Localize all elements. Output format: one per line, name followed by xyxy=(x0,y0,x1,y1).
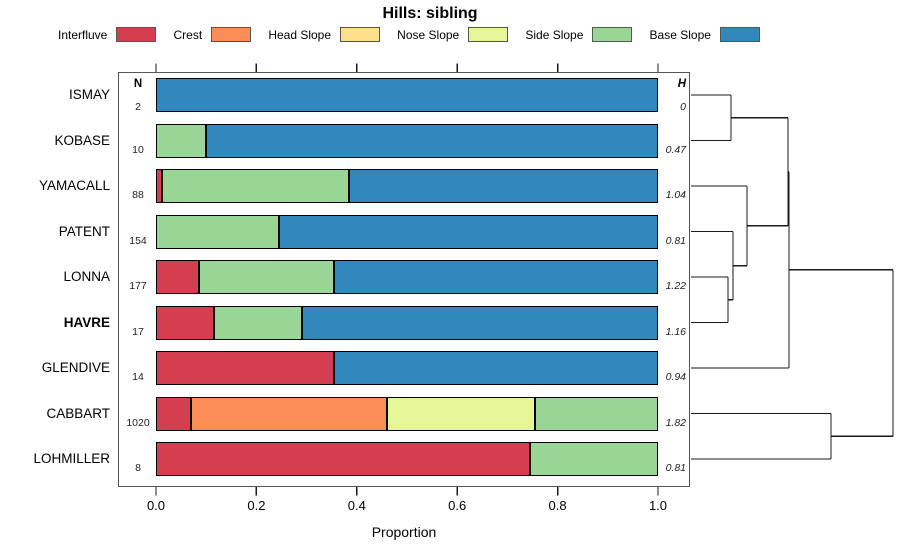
x-axis-tick-label: 1.0 xyxy=(649,498,667,513)
h-value-glendive: 0.94 xyxy=(665,371,686,383)
x-axis-tick-label: 0.2 xyxy=(247,498,265,513)
stacked-bar-havre xyxy=(156,305,658,340)
stacked-bar-lohmiller xyxy=(156,442,658,476)
chart-title: Hills: sibling xyxy=(382,5,478,22)
legend-item-base-slope: Base Slope xyxy=(650,27,760,42)
legend-item-head-slope: Head Slope xyxy=(268,27,381,42)
row-label-cabbart: CABBART xyxy=(46,405,110,421)
legend-item-side-slope: Side Slope xyxy=(525,27,633,42)
legend-swatch xyxy=(340,27,381,42)
row-label-ismay: ISMAY xyxy=(68,87,110,102)
bar-segment-side-slope xyxy=(162,169,350,203)
stacked-bar-glendive xyxy=(156,351,658,385)
row-label-lonna: LONNA xyxy=(63,269,110,284)
bar-segment-interfluve xyxy=(156,396,192,431)
n-value-patent: 154 xyxy=(129,234,147,247)
stacked-bar-patent xyxy=(156,214,658,249)
legend-item-interfluve: Interfluve xyxy=(58,27,157,42)
stacked-bar-yamacall xyxy=(156,169,658,203)
bar-segment-crest xyxy=(191,396,387,431)
x-axis-tick-label: 0.4 xyxy=(348,498,366,513)
x-axis-tick-label: 0.6 xyxy=(448,498,466,513)
legend: Interfluve Crest Head Slope Nose Slope Side … xyxy=(58,27,760,42)
legend-label: Crest xyxy=(173,27,203,42)
n-value-glendive: 14 xyxy=(132,371,144,383)
n-value-cabbart: 1020 xyxy=(126,416,150,429)
h-value-patent: 0.81 xyxy=(665,234,686,247)
legend-swatch xyxy=(468,27,509,42)
n-value-ismay: 2 xyxy=(135,101,141,113)
bar-segment-base-slope xyxy=(334,351,658,385)
bar-segment-base-slope xyxy=(206,123,658,158)
legend-swatch xyxy=(719,27,760,42)
x-axis-title: Proportion xyxy=(372,524,437,540)
h-value-lohmiller: 0.81 xyxy=(665,462,686,474)
legend-label: Head Slope xyxy=(268,27,332,42)
bar-segment-interfluve xyxy=(156,305,214,340)
bar-segment-interfluve xyxy=(156,169,163,203)
stacked-bar-ismay xyxy=(156,78,658,112)
legend-swatch xyxy=(211,27,252,42)
bar-segment-side-slope xyxy=(156,123,207,158)
h-value-havre: 1.16 xyxy=(665,325,686,338)
stacked-bar-kobase xyxy=(156,123,658,158)
n-column-header: N xyxy=(133,78,143,90)
n-value-havre: 17 xyxy=(132,325,144,338)
row-label-lohmiller: LOHMILLER xyxy=(33,451,110,466)
bar-segment-base-slope xyxy=(301,305,658,340)
h-value-lonna: 1.22 xyxy=(665,280,686,292)
bar-segment-base-slope xyxy=(349,169,658,203)
legend-label: Base Slope xyxy=(649,27,711,42)
n-value-lohmiller: 8 xyxy=(135,462,141,474)
x-axis-tick-label: 0.0 xyxy=(147,498,165,513)
plot-area-frame xyxy=(118,72,690,487)
bar-segment-side-slope xyxy=(529,442,658,476)
legend-label: Side Slope xyxy=(525,27,584,42)
bar-segment-side-slope xyxy=(534,396,658,431)
row-label-patent: PATENT xyxy=(58,223,110,239)
row-label-glendive: GLENDIVE xyxy=(41,360,110,375)
h-value-yamacall: 1.04 xyxy=(665,189,686,201)
legend-item-nose-slope: Nose Slope xyxy=(397,27,509,42)
bar-segment-base-slope xyxy=(334,260,658,294)
row-label-havre: HAVRE xyxy=(63,314,110,330)
legend-swatch xyxy=(116,27,157,42)
bar-segment-base-slope xyxy=(156,78,658,112)
legend-label: Interfluve xyxy=(58,27,108,42)
row-label-yamacall: YAMACALL xyxy=(38,178,110,193)
n-value-lonna: 177 xyxy=(129,280,147,292)
bar-segment-nose-slope xyxy=(386,396,535,431)
bar-segment-side-slope xyxy=(213,305,302,340)
bar-segment-interfluve xyxy=(156,351,335,385)
h-value-ismay: 0 xyxy=(680,101,686,113)
legend-label: Nose Slope xyxy=(397,27,460,42)
bar-segment-side-slope xyxy=(156,214,279,249)
legend-item-crest: Crest xyxy=(174,27,252,42)
x-axis-tick-label: 0.8 xyxy=(549,498,567,513)
h-value-cabbart: 1.82 xyxy=(665,416,686,429)
stacked-bar-lonna xyxy=(156,260,658,294)
h-column-header: H xyxy=(677,78,686,90)
bar-segment-base-slope xyxy=(278,214,658,249)
bar-segment-interfluve xyxy=(156,442,530,476)
bar-segment-side-slope xyxy=(198,260,335,294)
n-value-kobase: 10 xyxy=(132,143,144,156)
bar-segment-interfluve xyxy=(156,260,199,294)
h-value-kobase: 0.47 xyxy=(665,143,686,156)
legend-swatch xyxy=(592,27,633,42)
stacked-bar-cabbart xyxy=(156,396,658,431)
n-value-yamacall: 88 xyxy=(132,189,144,201)
row-label-kobase: KOBASE xyxy=(54,132,110,148)
